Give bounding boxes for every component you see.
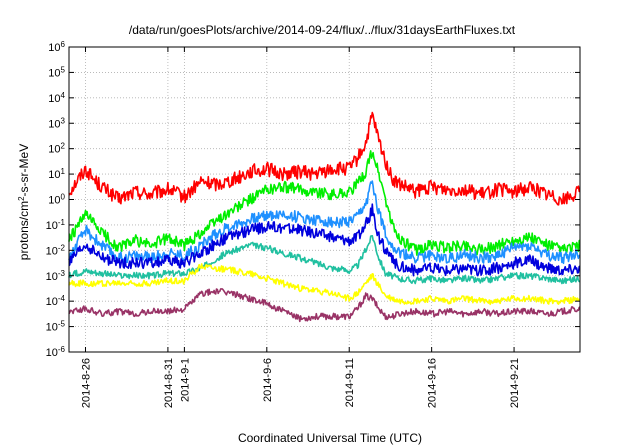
x-tick-label: 2014-9-1 [179, 358, 191, 402]
x-axis: 2014-8-26 2014-8-31 2014-9-1 2014-9-6 2014-9… [80, 47, 521, 408]
y-axis-label-sup: 2 [17, 196, 26, 201]
grid [69, 47, 580, 352]
x-tick-label: 2014-9-11 [344, 358, 356, 407]
x-tick-label: 2014-9-16 [427, 358, 439, 408]
series-line-5 [68, 235, 581, 285]
y-tick-label: 10-3 [46, 268, 66, 283]
y-tick-label: 10-6 [46, 345, 66, 360]
x-tick-label: 2014-9-6 [262, 358, 274, 402]
chart-title: /data/run/goesPlots/archive/2014-09-24/f… [129, 23, 516, 37]
y-tick-label: 10-1 [46, 217, 66, 232]
series-line-6 [68, 263, 581, 306]
series-line-3 [68, 180, 581, 265]
y-tick-label: 103 [48, 116, 65, 131]
y-axis-label: protons/cm2-s-sr-MeV [17, 144, 32, 260]
y-tick-label: 102 [48, 141, 65, 156]
series-line-7 [68, 288, 581, 323]
x-tick-label: 2014-9-21 [509, 358, 521, 408]
y-axis-label-tail: -s-sr-MeV [17, 144, 31, 197]
series-line-1 [68, 111, 581, 206]
y-tick-label: 104 [48, 90, 65, 105]
series-line-4 [68, 203, 581, 277]
y-tick-label: 106 [48, 40, 65, 55]
y-tick-label: 10-2 [46, 243, 66, 257]
x-tick-label: 2014-8-31 [163, 358, 175, 408]
y-axis: 10-6 10-5 10-4 10-3 10-2 10-1 100 101 102 103 104 1… [46, 40, 580, 360]
x-axis-label: Coordinated Universal Time (UTC) [238, 431, 422, 445]
y-tick-label: 105 [48, 65, 65, 80]
y-tick-label: 10-5 [46, 319, 66, 334]
y-tick-label: 101 [48, 167, 65, 182]
y-tick-label: 10-4 [46, 294, 66, 309]
x-tick-label: 2014-8-26 [80, 358, 92, 408]
y-axis-label-main: protons/cm [17, 201, 31, 260]
series-line-2 [68, 150, 581, 256]
series-group [68, 111, 581, 323]
y-tick-label: 100 [48, 192, 65, 207]
